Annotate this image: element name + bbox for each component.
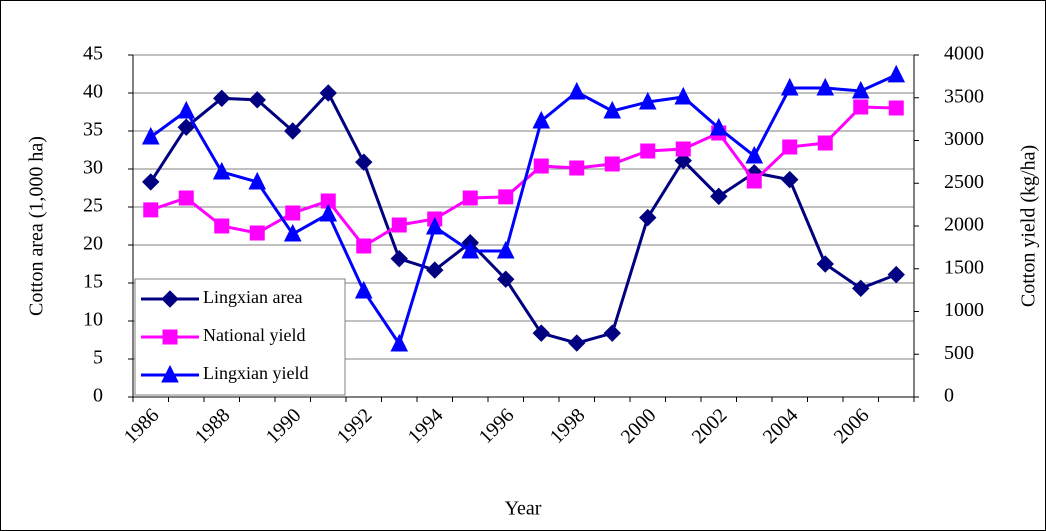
legend-marker: [161, 364, 179, 383]
data-point: [249, 225, 265, 241]
y-tick-label: 35: [83, 119, 103, 141]
data-point: [178, 190, 194, 206]
x-axis-label: Year: [505, 498, 542, 520]
y2-axis-label: Cotton yield (kg/ha): [1018, 145, 1040, 307]
y2-tick-label: 2500: [944, 171, 984, 193]
legend-marker: [162, 329, 178, 345]
y2-tick-label: 1500: [944, 256, 984, 278]
data-point: [462, 190, 478, 206]
data-point: [603, 100, 622, 119]
data-point: [674, 151, 692, 170]
data-point: [142, 173, 160, 191]
data-point: [177, 118, 195, 136]
data-point: [284, 122, 302, 140]
data-point: [426, 261, 444, 279]
legend-label: Lingxian yield: [203, 363, 308, 383]
data-point: [319, 84, 337, 102]
data-point: [640, 143, 656, 159]
data-point: [497, 270, 515, 288]
data-point: [780, 77, 799, 96]
data-point: [390, 249, 408, 268]
data-point: [887, 265, 905, 284]
data-point: [567, 81, 586, 100]
data-point: [355, 153, 373, 171]
data-point: [143, 202, 159, 218]
data-point: [710, 187, 728, 206]
data-point: [212, 161, 231, 180]
data-point: [816, 255, 834, 273]
data-point: [213, 89, 231, 108]
data-point: [851, 80, 870, 99]
data-point: [461, 240, 480, 259]
data-point: [817, 135, 833, 151]
y-tick-label: 10: [83, 309, 103, 331]
data-point: [532, 110, 551, 129]
y2-tick-label: 1000: [944, 299, 984, 321]
data-point: [496, 240, 515, 259]
series-line: [149, 73, 897, 348]
legend-label: National yield: [203, 325, 305, 345]
y2-tick-label: 500: [944, 342, 974, 364]
data-point: [782, 139, 798, 155]
y-tick-label: 40: [83, 81, 103, 103]
data-point: [639, 208, 657, 227]
y-tick-label: 20: [83, 233, 103, 255]
data-point: [638, 91, 657, 110]
data-point: [141, 126, 160, 145]
y-axis-label: Cotton area (1,000 ha): [26, 136, 48, 316]
data-point: [283, 223, 302, 242]
data-point: [319, 203, 338, 222]
data-point: [568, 334, 586, 352]
data-point: [888, 100, 904, 116]
data-point: [745, 145, 764, 164]
y2-tick-label: 2000: [944, 214, 984, 236]
y-tick-label: 0: [93, 385, 103, 407]
data-point: [248, 171, 267, 190]
data-point: [320, 193, 336, 209]
data-point: [390, 333, 409, 352]
data-point: [569, 160, 585, 176]
y-tick-label: 25: [83, 195, 103, 217]
y-tick-label: 5: [93, 347, 103, 369]
data-point: [781, 170, 799, 189]
data-point: [532, 324, 550, 342]
y2-tick-label: 3500: [944, 85, 984, 107]
data-point: [746, 173, 762, 189]
data-point: [533, 158, 549, 174]
data-point: [816, 77, 835, 96]
data-point: [852, 279, 870, 298]
data-point: [498, 189, 514, 205]
y-tick-label: 15: [83, 271, 103, 293]
y-tick-label: 45: [83, 43, 103, 65]
data-point: [425, 216, 444, 235]
data-point: [354, 280, 373, 299]
data-point: [709, 117, 728, 136]
y2-tick-label: 4000: [944, 43, 984, 65]
legend-label: Lingxian area: [203, 287, 302, 307]
data-point: [604, 156, 620, 172]
series-line: [149, 90, 897, 345]
data-point: [674, 86, 693, 105]
data-point: [603, 324, 621, 342]
y2-tick-label: 0: [944, 385, 954, 407]
data-point: [356, 238, 372, 254]
data-point: [391, 217, 407, 233]
data-point: [285, 205, 301, 221]
y-tick-label: 30: [83, 157, 103, 179]
data-point: [248, 91, 266, 109]
data-point: [177, 100, 196, 119]
data-point: [214, 218, 230, 234]
data-point: [853, 99, 869, 115]
legend-marker: [161, 290, 179, 308]
data-point: [675, 141, 691, 157]
data-point: [887, 64, 906, 83]
y2-tick-label: 3000: [944, 128, 984, 150]
